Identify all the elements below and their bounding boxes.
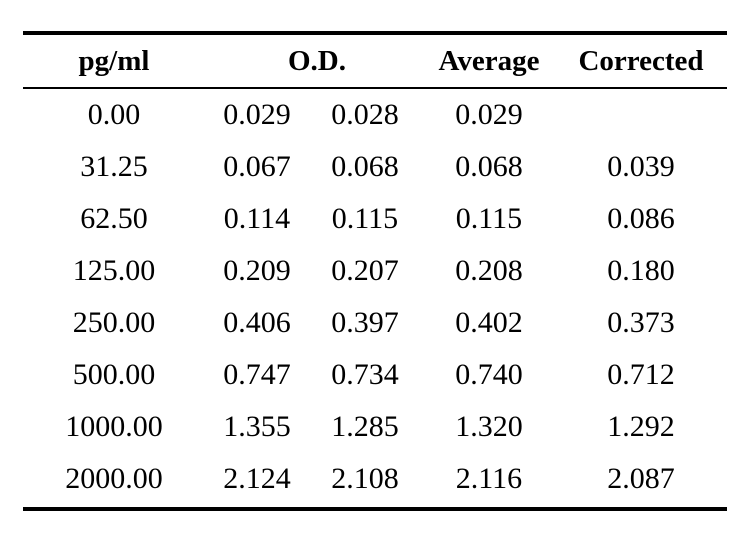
cell-pg-ml: 0.00 [87, 98, 141, 131]
cell-pg-ml: 250.00 [72, 306, 156, 339]
cell-pg-ml: 31.25 [80, 150, 148, 183]
cell-od-2: 0.397 [331, 306, 399, 339]
table-body: 0.00 0.029 0.028 0.029 31.25 0.067 0.068… [23, 89, 727, 507]
cell-corrected: 1.292 [607, 410, 675, 443]
table-row: 1000.00 1.355 1.285 1.320 1.292 [23, 401, 727, 453]
table-row: 250.00 0.406 0.397 0.402 0.373 [23, 297, 727, 349]
cell-corrected: 0.373 [607, 306, 675, 339]
cell-od-2: 0.734 [331, 358, 399, 391]
header-average: Average [438, 44, 540, 77]
cell-od-2: 0.207 [331, 254, 399, 287]
cell-od-1: 0.209 [223, 254, 291, 287]
data-table: pg/ml O.D. Average Corrected 0.00 0.029 … [23, 31, 727, 511]
cell-average: 0.068 [455, 150, 523, 183]
cell-od-2: 0.115 [331, 202, 399, 235]
cell-average: 1.320 [455, 410, 523, 443]
cell-od-1: 0.114 [223, 202, 291, 235]
table-row: 31.25 0.067 0.068 0.068 0.039 [23, 141, 727, 193]
table-bottom-rule [23, 507, 727, 511]
cell-od-2: 2.108 [331, 462, 399, 495]
cell-average: 0.115 [455, 202, 523, 235]
cell-corrected: 0.039 [607, 150, 675, 183]
table-row: 125.00 0.209 0.207 0.208 0.180 [23, 245, 727, 297]
cell-od-1: 0.029 [223, 98, 291, 131]
table-top-rule [23, 31, 727, 35]
table-row: 62.50 0.114 0.115 0.115 0.086 [23, 193, 727, 245]
cell-pg-ml: 2000.00 [65, 462, 163, 495]
table-row: 500.00 0.747 0.734 0.740 0.712 [23, 349, 727, 401]
cell-od-1: 0.406 [223, 306, 291, 339]
table-row: 0.00 0.029 0.028 0.029 [23, 89, 727, 141]
header-od: O.D. [288, 44, 346, 77]
cell-average: 0.740 [455, 358, 523, 391]
cell-pg-ml: 500.00 [72, 358, 156, 391]
table-row: 2000.00 2.124 2.108 2.116 2.087 [23, 453, 727, 505]
cell-corrected: 2.087 [607, 462, 675, 495]
header-pg-ml: pg/ml [78, 44, 150, 77]
cell-od-1: 2.124 [223, 462, 291, 495]
cell-corrected: 0.712 [607, 358, 675, 391]
cell-average: 0.029 [455, 98, 523, 131]
cell-average: 0.208 [455, 254, 523, 287]
cell-average: 2.116 [455, 462, 523, 495]
cell-od-2: 0.028 [331, 98, 399, 131]
cell-od-2: 1.285 [331, 410, 399, 443]
cell-corrected [581, 89, 701, 141]
cell-od-1: 0.067 [223, 150, 291, 183]
table-header-row: pg/ml O.D. Average Corrected [23, 35, 727, 87]
cell-pg-ml: 1000.00 [65, 410, 163, 443]
cell-od-2: 0.068 [331, 150, 399, 183]
cell-average: 0.402 [455, 306, 523, 339]
cell-od-1: 0.747 [223, 358, 291, 391]
table-header-rule [23, 87, 727, 89]
cell-corrected: 0.086 [607, 202, 675, 235]
cell-od-1: 1.355 [223, 410, 291, 443]
cell-corrected: 0.180 [607, 254, 675, 287]
header-corrected: Corrected [578, 44, 704, 77]
cell-pg-ml: 125.00 [72, 254, 156, 287]
cell-pg-ml: 62.50 [80, 202, 148, 235]
